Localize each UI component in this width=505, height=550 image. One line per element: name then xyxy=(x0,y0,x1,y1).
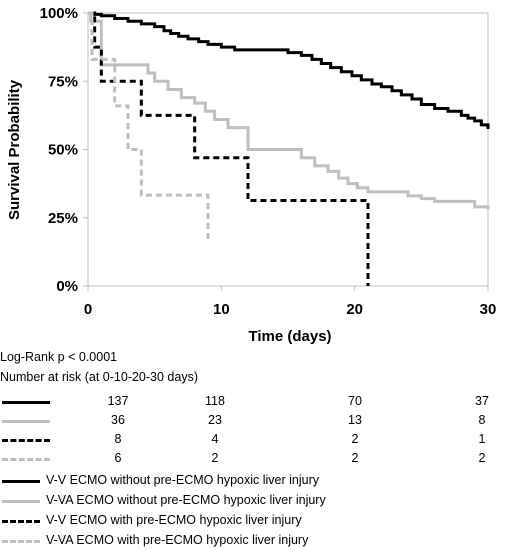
legend-item: V-V ECMO with pre-ECMO hypoxic liver inj… xyxy=(0,512,505,530)
y-axis-title: Survival Probability xyxy=(6,79,23,220)
legend-swatch xyxy=(2,480,40,483)
legend-label: V-VA ECMO without pre-ECMO hypoxic liver… xyxy=(46,493,326,507)
risk-row-swatch xyxy=(2,401,50,404)
survival-chart: 0% 25% 50% 75% 100% 0 10 20 30 Survival Probabi… xyxy=(6,5,497,345)
survival-curve-2 xyxy=(88,11,490,210)
risk-row-swatch xyxy=(2,439,50,442)
risk-table-row: 137 118 70 37 xyxy=(0,394,505,410)
risk-value: 118 xyxy=(205,394,225,408)
x-tick-label: 20 xyxy=(346,301,363,318)
legend-label: V-VA ECMO with pre-ECMO hypoxic liver in… xyxy=(46,533,309,547)
risk-table-row: 36 23 13 8 xyxy=(0,413,505,429)
y-tick-label: 75% xyxy=(48,73,78,90)
y-tick-label: 100% xyxy=(40,5,78,22)
risk-value: 70 xyxy=(348,394,362,408)
legend-label: V-V ECMO without pre-ECMO hypoxic liver … xyxy=(46,473,319,487)
risk-row-swatch xyxy=(2,420,50,423)
legend-item: V-VA ECMO without pre-ECMO hypoxic liver… xyxy=(0,492,505,510)
y-tick-label: 50% xyxy=(48,142,78,159)
legend-label: V-V ECMO with pre-ECMO hypoxic liver inj… xyxy=(46,513,302,527)
x-tick-label: 10 xyxy=(213,301,230,318)
risk-value: 8 xyxy=(114,432,122,446)
risk-value: 37 xyxy=(475,394,489,408)
survival-curve-1 xyxy=(88,11,490,130)
risk-value: 36 xyxy=(111,413,125,427)
legend-swatch xyxy=(2,540,40,543)
log-rank-stat: Log-Rank p < 0.0001 xyxy=(0,350,118,364)
risk-value: 8 xyxy=(478,413,486,427)
x-axis-title: Time (days) xyxy=(248,328,331,345)
y-tick-label: 25% xyxy=(48,210,78,227)
legend-swatch xyxy=(2,500,40,503)
risk-value: 137 xyxy=(107,394,129,408)
risk-value: 23 xyxy=(208,413,222,427)
y-tick-label: 0% xyxy=(56,278,78,295)
risk-table-row: 6 2 2 2 xyxy=(0,451,505,467)
risk-value: 13 xyxy=(348,413,362,427)
risk-table-title: Number at risk (at 0-10-20-30 days) xyxy=(0,370,198,384)
risk-value: 2 xyxy=(478,451,486,465)
x-tick-label: 30 xyxy=(480,301,497,318)
survival-curve-3 xyxy=(88,11,370,286)
legend-item: V-VA ECMO with pre-ECMO hypoxic liver in… xyxy=(0,532,505,550)
risk-value: 2 xyxy=(351,451,359,465)
risk-value: 6 xyxy=(114,451,122,465)
risk-value: 1 xyxy=(478,432,486,446)
risk-value: 2 xyxy=(211,451,219,465)
survival-curve-4 xyxy=(88,11,210,241)
risk-row-swatch xyxy=(2,458,50,461)
legend-item: V-V ECMO without pre-ECMO hypoxic liver … xyxy=(0,472,505,490)
risk-table-row: 8 4 2 1 xyxy=(0,432,505,448)
legend-swatch xyxy=(2,520,40,523)
x-tick-label: 0 xyxy=(84,301,92,318)
risk-value: 4 xyxy=(211,432,219,446)
risk-value: 2 xyxy=(351,432,359,446)
